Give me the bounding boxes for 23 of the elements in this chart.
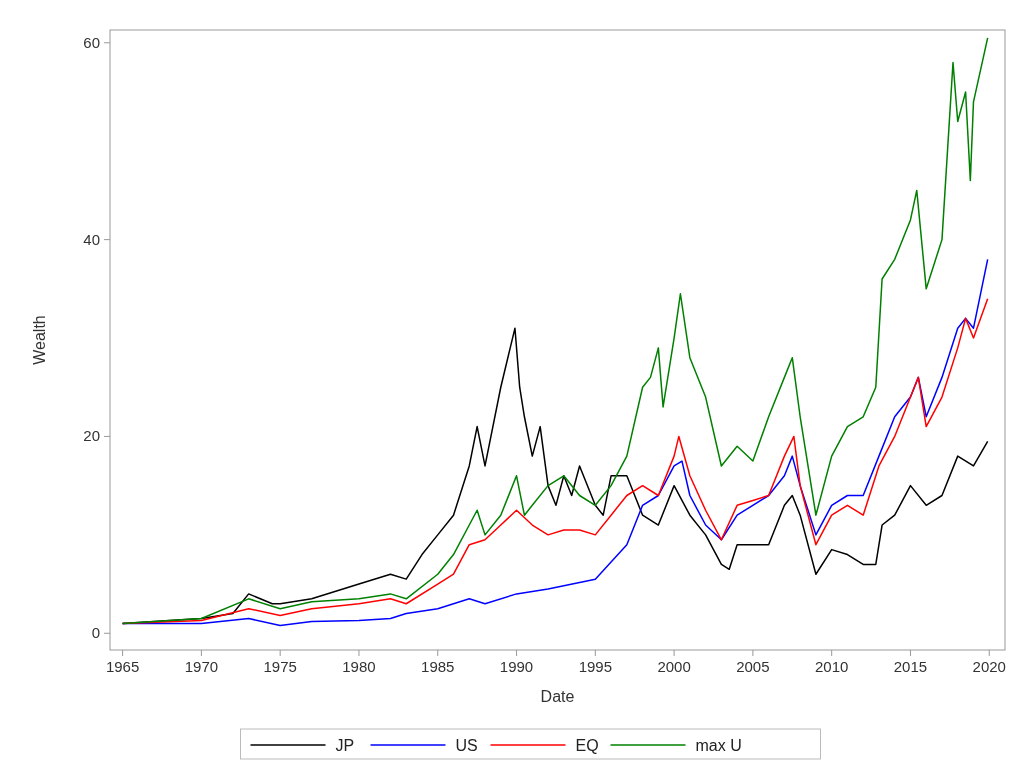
legend-label: JP (335, 737, 355, 754)
x-tick-label: 1995 (578, 658, 612, 675)
x-tick-label: 1985 (421, 658, 455, 675)
y-tick-label: 40 (83, 230, 100, 248)
x-tick-label: 1965 (105, 658, 140, 675)
legend-label: EQ (575, 737, 599, 754)
x-tick-label: 2005 (736, 658, 770, 675)
y-tick-label: 20 (83, 427, 100, 445)
y-tick-label: 0 (91, 624, 100, 642)
y-axis-title: Wealth (31, 315, 48, 365)
x-tick-label: 1975 (263, 658, 297, 675)
line-series (121, 37, 989, 625)
x-tick-label: 2010 (814, 658, 849, 675)
x-tick-label: 1980 (342, 658, 376, 675)
x-tick-label: 2015 (893, 658, 928, 675)
x-tick-label: 2000 (657, 658, 691, 675)
x-tick-label: 2020 (972, 658, 1006, 675)
y-tick-label: 60 (83, 33, 100, 51)
x-tick-label: 1970 (184, 658, 219, 675)
legend-label: US (455, 737, 478, 754)
x-tick-label: 1990 (499, 658, 534, 675)
x-axis-title: Date (540, 688, 575, 705)
legend-label: max U (695, 737, 742, 754)
